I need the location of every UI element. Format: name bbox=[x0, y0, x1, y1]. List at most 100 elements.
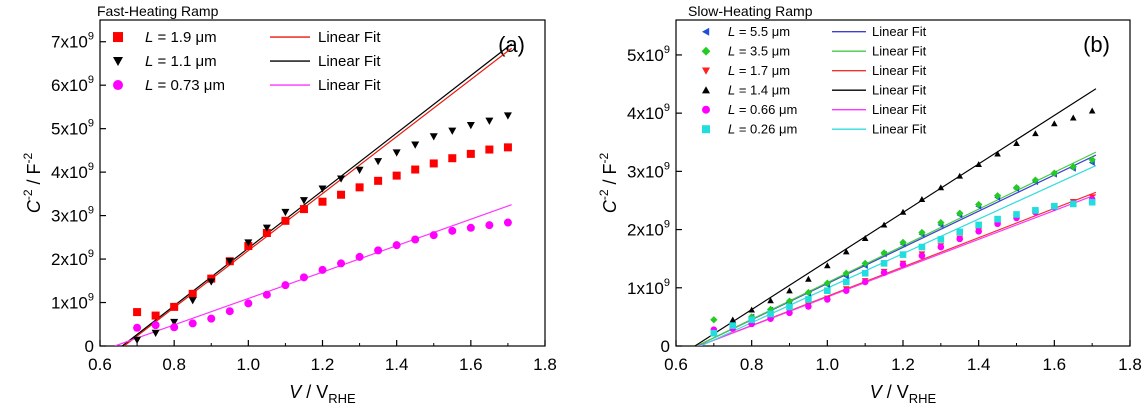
fit-line bbox=[123, 47, 512, 346]
data-point bbox=[374, 176, 383, 185]
x-tick-label: 0.6 bbox=[664, 355, 688, 374]
y-axis-label: C-2 / F-2 bbox=[597, 153, 620, 214]
data-point bbox=[786, 303, 793, 311]
data-point bbox=[262, 290, 271, 299]
data-point bbox=[1088, 198, 1096, 206]
fit-lines bbox=[114, 43, 512, 346]
y-tick-label: 1x109 bbox=[51, 292, 94, 313]
data-point bbox=[805, 275, 812, 282]
data-point bbox=[355, 252, 364, 261]
fit-lines bbox=[694, 88, 1097, 346]
chart-title: Fast-Heating Ramp bbox=[97, 3, 219, 19]
x-tick-label: 1.0 bbox=[816, 355, 840, 374]
data-point bbox=[188, 297, 197, 305]
data-point bbox=[411, 165, 420, 174]
fit-line bbox=[114, 204, 512, 346]
legend-fit-label: Linear Fit bbox=[318, 29, 381, 46]
y-tick-label: 4x109 bbox=[627, 102, 670, 123]
y-tick-label: 1x109 bbox=[627, 277, 670, 298]
panel-a: Fast-Heating Ramp(a)0.6 0.8 1.0 1.2 1.4 1.6 1.… bbox=[21, 3, 557, 406]
data-point bbox=[861, 278, 869, 286]
data-point bbox=[133, 323, 142, 332]
data-point bbox=[337, 175, 346, 183]
data-point bbox=[374, 158, 383, 166]
data-point bbox=[429, 231, 438, 240]
series bbox=[133, 112, 512, 344]
legend-fit-label: Linear Fit bbox=[872, 24, 927, 39]
legend-label: L = 0.26 μm bbox=[728, 122, 797, 137]
data-point bbox=[918, 243, 926, 251]
x-tick-label: 1.4 bbox=[385, 355, 409, 374]
data-point bbox=[975, 228, 982, 235]
data-point bbox=[225, 258, 234, 266]
data-point bbox=[1013, 140, 1020, 147]
data-point bbox=[170, 323, 179, 332]
data-point bbox=[225, 307, 234, 316]
data-point bbox=[448, 127, 457, 135]
y-tick-label: 5x109 bbox=[51, 118, 94, 139]
data-point bbox=[824, 287, 831, 294]
data-point bbox=[281, 208, 290, 217]
data-point bbox=[823, 279, 831, 287]
data-point bbox=[1050, 169, 1058, 177]
data-point bbox=[151, 321, 160, 330]
data-point bbox=[429, 159, 438, 168]
fit-line bbox=[121, 43, 512, 346]
data-point bbox=[994, 150, 1001, 157]
data-point bbox=[485, 145, 494, 154]
data-point bbox=[767, 310, 774, 318]
legend-label: L = 5.5 μm bbox=[728, 24, 790, 39]
data-point bbox=[262, 224, 271, 232]
y-tick-label: 0 bbox=[85, 337, 94, 356]
data-point bbox=[975, 200, 983, 209]
data-point bbox=[861, 235, 869, 241]
data-point bbox=[1069, 114, 1077, 121]
data-point bbox=[956, 228, 964, 236]
data-point bbox=[1012, 184, 1021, 192]
data-point bbox=[899, 238, 907, 247]
fit-line bbox=[698, 194, 1097, 346]
data-point bbox=[448, 226, 457, 235]
data-point bbox=[842, 269, 850, 277]
data-point bbox=[824, 262, 831, 269]
legend-marker bbox=[113, 32, 123, 43]
fit-line bbox=[696, 151, 1097, 346]
legend-marker bbox=[702, 86, 710, 94]
y-tick-label: 3x109 bbox=[627, 160, 670, 181]
data-point bbox=[1088, 107, 1096, 114]
legend-marker bbox=[702, 27, 710, 36]
data-point bbox=[899, 251, 907, 258]
data-point bbox=[466, 223, 475, 232]
data-point bbox=[411, 235, 420, 244]
data-point bbox=[861, 259, 869, 267]
data-point bbox=[503, 218, 512, 227]
x-tick-label: 1.4 bbox=[967, 355, 991, 374]
x-tick-label: 1.6 bbox=[1043, 355, 1067, 374]
data-point bbox=[937, 236, 945, 243]
data-point bbox=[281, 216, 290, 225]
data-point bbox=[880, 221, 888, 228]
y-axis-label: C-2 / F-2 bbox=[21, 153, 44, 214]
data-point bbox=[975, 161, 982, 168]
data-point bbox=[355, 166, 364, 174]
data-point bbox=[133, 336, 142, 344]
data-point bbox=[975, 221, 982, 229]
y-tick-label: 7x109 bbox=[51, 31, 94, 52]
data-point bbox=[318, 197, 327, 206]
series bbox=[133, 218, 512, 332]
data-point bbox=[1088, 156, 1096, 164]
data-point bbox=[748, 306, 755, 313]
data-point bbox=[503, 112, 512, 120]
x-axis-label: V / VRHE bbox=[870, 382, 937, 406]
data-point bbox=[392, 171, 401, 180]
data-point bbox=[842, 278, 850, 286]
data-point bbox=[805, 303, 812, 310]
data-point bbox=[1051, 120, 1058, 127]
series bbox=[729, 107, 1096, 323]
data-point bbox=[767, 297, 774, 304]
data-point bbox=[956, 235, 964, 243]
data-point bbox=[918, 252, 926, 260]
legend-label: L = 1.9 μm bbox=[145, 29, 217, 46]
data-point bbox=[899, 208, 907, 215]
data-point bbox=[880, 269, 888, 276]
